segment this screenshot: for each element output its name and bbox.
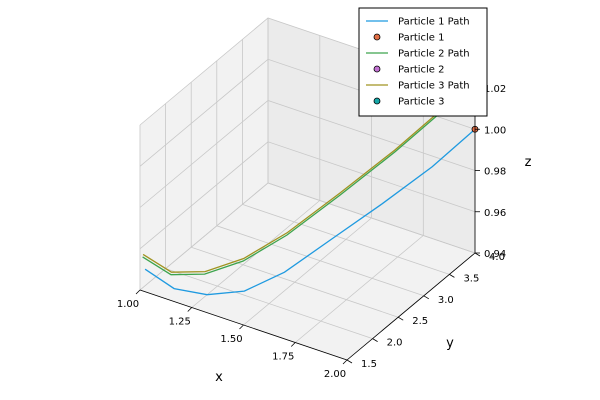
x-axis-label: x <box>215 370 223 385</box>
x-tick-mark <box>239 324 244 330</box>
z-axis-label: z <box>525 155 532 170</box>
y-tick-mark <box>346 359 353 364</box>
z-tick-label: 0.98 <box>484 167 506 178</box>
x-tick-mark <box>290 342 296 347</box>
plot-series <box>142 66 486 296</box>
legend-label: Particle 2 <box>398 65 445 76</box>
y-tick-label: 4.0 <box>489 252 505 263</box>
x-tick-label: 1.25 <box>169 317 191 328</box>
y-tick-mark <box>474 252 481 257</box>
y-tick-label: 2.0 <box>387 338 403 349</box>
z-tick-label: 0.94 <box>484 249 506 260</box>
series-line-3 <box>142 66 486 273</box>
y-tick-label: 3.0 <box>438 295 454 306</box>
z-tick-label: 1.00 <box>484 125 506 136</box>
legend-marker-swatch <box>373 65 381 73</box>
y-tick-label: 1.5 <box>361 359 377 370</box>
y-tick-mark <box>397 316 404 321</box>
axes-layer: 1.001.251.501.752.001.52.02.53.03.54.00.… <box>117 84 506 380</box>
grid-line-z <box>139 100 476 208</box>
z-tick-label: 0.96 <box>484 208 506 219</box>
grid-line-z <box>139 182 476 291</box>
legend-label: Particle 2 Path <box>398 49 470 60</box>
x-tick-label: 1.50 <box>220 334 242 345</box>
y-tick-mark <box>372 338 378 342</box>
grid-lines <box>139 17 476 361</box>
y-tick-label: 3.5 <box>463 273 479 284</box>
legend-label: Particle 3 Path <box>398 81 470 92</box>
legend-label: Particle 1 <box>398 33 445 44</box>
y-axis-label: y <box>446 336 454 351</box>
y-tick-mark <box>449 274 455 278</box>
legend-marker-swatch <box>373 33 381 41</box>
grid-line-z <box>139 141 476 250</box>
x-tick-label: 2.00 <box>324 369 346 380</box>
x-tick-label: 1.00 <box>117 299 139 310</box>
series-line-1 <box>144 128 476 296</box>
y-tick-mark <box>423 295 430 300</box>
legend-label: Particle 3 <box>398 97 445 108</box>
x-tick-mark <box>342 359 348 365</box>
x-tick-mark <box>135 289 141 295</box>
legend-box <box>358 7 488 117</box>
y-axis-line <box>346 252 476 361</box>
legend-marker-swatch <box>373 97 381 105</box>
legend: Particle 1 Path Particle 1 Particle 2 Path… <box>358 7 488 117</box>
legend-label: Particle 1 Path <box>398 17 470 28</box>
z-tick-label: 1.02 <box>484 84 506 95</box>
series-line-2 <box>142 68 486 276</box>
x-tick-mark <box>187 307 193 312</box>
y-tick-label: 2.5 <box>412 316 428 327</box>
x-tick-label: 1.75 <box>272 352 294 363</box>
